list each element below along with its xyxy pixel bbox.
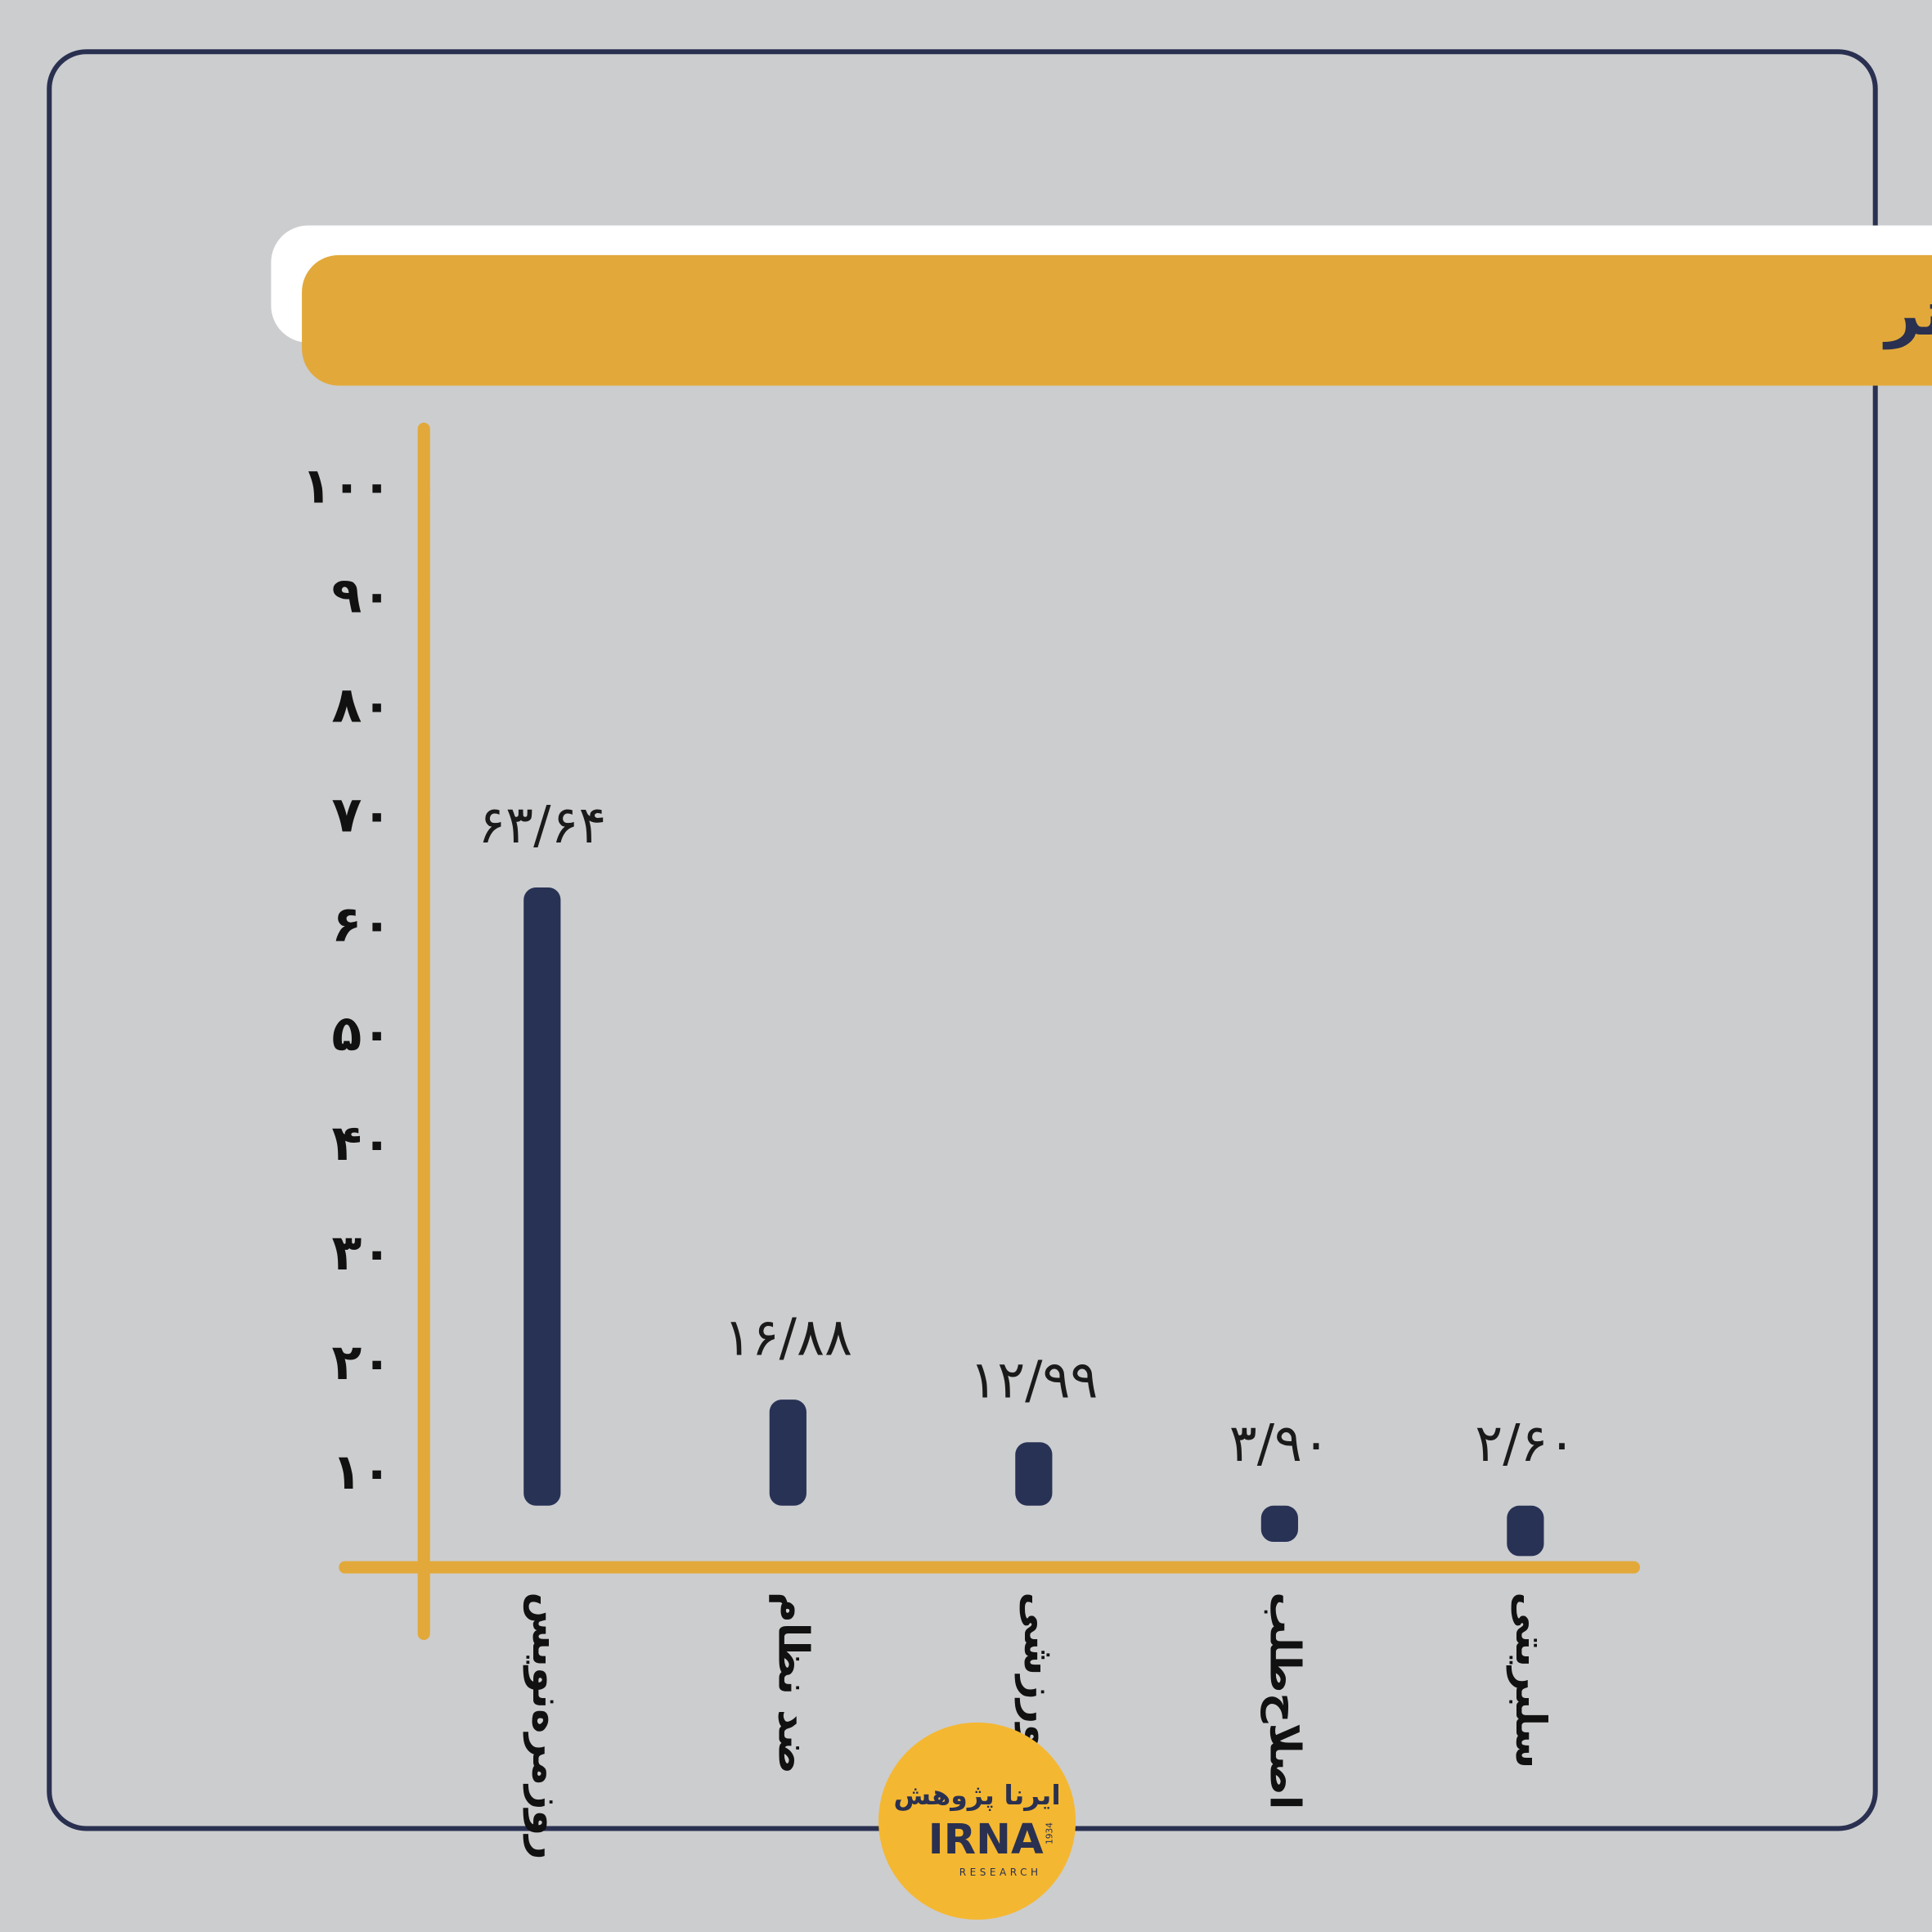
logo-year: 1934 bbox=[1045, 1822, 1054, 1844]
y-tick-label: ۶۰ bbox=[331, 896, 392, 953]
value-label: ۲/۶۰ bbox=[1475, 1413, 1575, 1473]
value-label: ۱۲/۹۹ bbox=[969, 1350, 1098, 1410]
x-tick-label: ضد نظام bbox=[768, 1592, 817, 1774]
value-label: ۱۶/۸۸ bbox=[724, 1306, 852, 1367]
logo-brand: IRNA bbox=[928, 1815, 1044, 1864]
x-tick-label: سلبریتی bbox=[1506, 1592, 1555, 1768]
bar bbox=[1260, 1505, 1298, 1542]
bar bbox=[769, 1400, 806, 1506]
logo-circle bbox=[878, 1722, 1076, 1920]
y-tick-label: ۹۰ bbox=[331, 568, 392, 625]
y-tick-label: ۵۰ bbox=[331, 1005, 392, 1063]
chart-title: گرایش‌های سیاسی فعال در کمپین «برای» در … bbox=[1882, 277, 1932, 350]
y-tick-label: ۳۰ bbox=[331, 1224, 392, 1282]
bar bbox=[523, 887, 561, 1506]
y-tick-label: ۸۰ bbox=[331, 676, 392, 734]
logo-name: ایرنا پژوهش bbox=[893, 1779, 1060, 1812]
title-band bbox=[302, 254, 1932, 386]
logo-sub: RESEARCH bbox=[959, 1867, 1042, 1878]
plot: ۱۰ ۲۰ ۳۰ ۴۰ ۵۰ ۶۰ ۷۰ ۸۰ ۹۰ ۱۰۰ ۶۳/۶۴ روزمره‌نویس ۱۶/… bbox=[302, 458, 1576, 1860]
value-label: ۳/۹۰ bbox=[1229, 1413, 1330, 1473]
y-tick-label: ۷۰ bbox=[331, 786, 392, 843]
value-label: ۶۳/۶۴ bbox=[478, 794, 606, 855]
y-tick-label: ۴۰ bbox=[331, 1115, 392, 1172]
x-tick-label: اصلاح‌طلب bbox=[1260, 1592, 1309, 1809]
bar bbox=[1015, 1442, 1053, 1506]
bar bbox=[1507, 1505, 1544, 1557]
x-tick-label: روزمره‌نویس bbox=[523, 1592, 572, 1860]
x-tick-label: ورزشی bbox=[1014, 1592, 1063, 1750]
y-tick-label: ۱۰ bbox=[331, 1444, 392, 1501]
y-tick-label: ۱۰۰ bbox=[302, 458, 392, 515]
y-tick-label: ۲۰ bbox=[331, 1334, 392, 1391]
